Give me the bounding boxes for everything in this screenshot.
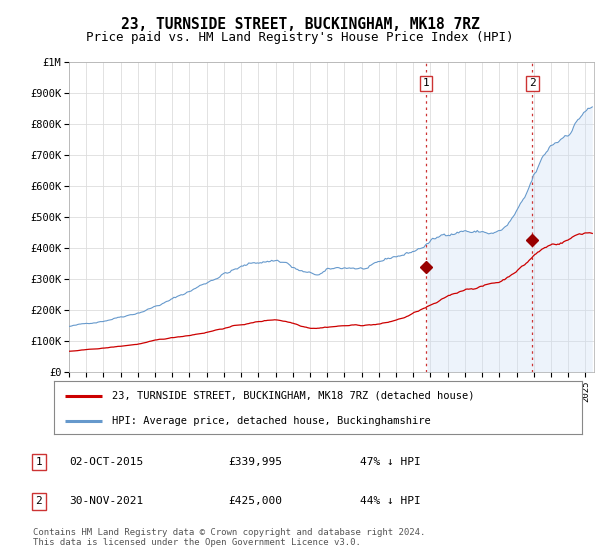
Text: 23, TURNSIDE STREET, BUCKINGHAM, MK18 7RZ (detached house): 23, TURNSIDE STREET, BUCKINGHAM, MK18 7R… xyxy=(112,391,475,401)
Text: 44% ↓ HPI: 44% ↓ HPI xyxy=(360,496,421,506)
Text: 2: 2 xyxy=(529,78,536,88)
Text: 02-OCT-2015: 02-OCT-2015 xyxy=(69,457,143,467)
Text: £339,995: £339,995 xyxy=(228,457,282,467)
Text: 47% ↓ HPI: 47% ↓ HPI xyxy=(360,457,421,467)
Text: 1: 1 xyxy=(35,457,43,467)
Text: Contains HM Land Registry data © Crown copyright and database right 2024.
This d: Contains HM Land Registry data © Crown c… xyxy=(33,528,425,547)
Text: HPI: Average price, detached house, Buckinghamshire: HPI: Average price, detached house, Buck… xyxy=(112,416,431,426)
Text: 23, TURNSIDE STREET, BUCKINGHAM, MK18 7RZ: 23, TURNSIDE STREET, BUCKINGHAM, MK18 7R… xyxy=(121,17,479,32)
Text: £425,000: £425,000 xyxy=(228,496,282,506)
Text: 30-NOV-2021: 30-NOV-2021 xyxy=(69,496,143,506)
Text: 1: 1 xyxy=(423,78,430,88)
Text: 2: 2 xyxy=(35,496,43,506)
Text: Price paid vs. HM Land Registry's House Price Index (HPI): Price paid vs. HM Land Registry's House … xyxy=(86,31,514,44)
